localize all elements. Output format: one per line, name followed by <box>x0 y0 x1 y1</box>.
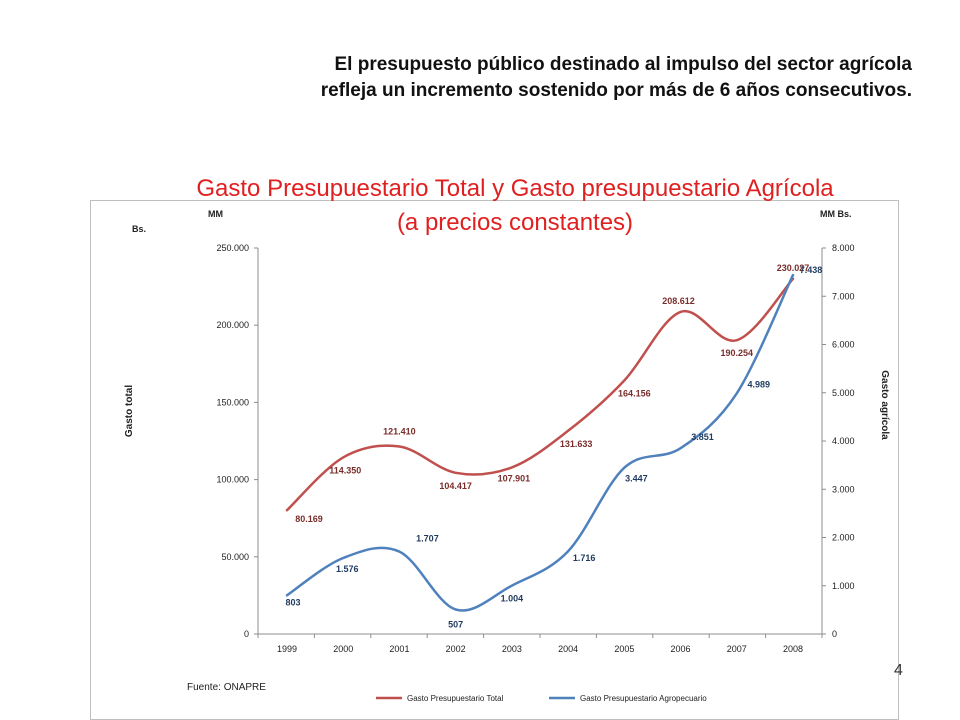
right-tick-label: 7.000 <box>832 291 855 301</box>
data-label-total: 230.027 <box>777 263 810 273</box>
legend-total-label: Gasto Presupuestario Total <box>407 694 504 703</box>
chart-title: Gasto Presupuestario Total y Gasto presu… <box>120 172 910 240</box>
left-tick-label: 150.000 <box>216 397 249 407</box>
slide-number: 4 <box>894 662 903 679</box>
data-label-agro: 1.716 <box>573 553 596 563</box>
data-label-agro: 7.438 <box>800 265 823 275</box>
x-tick-label: 2007 <box>727 644 747 654</box>
x-tick-label: 2006 <box>671 644 691 654</box>
left-axis-title: Gasto total <box>124 385 135 437</box>
left-tick-label: 100.000 <box>216 475 249 485</box>
data-label-agro: 1.707 <box>416 534 439 544</box>
chart-frame: 0 50.000 100.000 150.000 200.000 250.000 0 1.00… <box>90 200 899 720</box>
right-tick-label: 1.000 <box>832 581 855 591</box>
x-tick-label: 2008 <box>783 644 803 654</box>
data-label-agro: 4.989 <box>748 379 771 389</box>
right-tick-label: 8.000 <box>832 243 855 253</box>
left-tick-label: 200.000 <box>216 320 249 330</box>
left-tick-label: 250.000 <box>216 243 249 253</box>
headline-line-1: El presupuesto público destinado al impu… <box>334 54 912 75</box>
data-label-total: 190.254 <box>721 348 754 358</box>
chart-title-line-2: (a precios constantes) <box>396 209 634 236</box>
source-note: Fuente: ONAPRE <box>187 682 266 693</box>
headline: El presupuesto público destinado al impu… <box>120 52 912 104</box>
data-label-total: 164.156 <box>618 389 651 399</box>
left-tick-label: 50.000 <box>221 552 249 562</box>
chart-title-line-1: Gasto Presupuestario Total y Gasto presu… <box>196 175 834 202</box>
right-axis-unit: MM Bs. <box>820 209 852 219</box>
left-tick-label: 0 <box>244 629 249 639</box>
line-chart: 0 50.000 100.000 150.000 200.000 250.000 0 1.00… <box>124 209 890 703</box>
data-label-agro: 3.851 <box>691 432 714 442</box>
x-tick-label: 2005 <box>614 644 634 654</box>
data-label-agro: 3.447 <box>625 474 648 484</box>
data-label-agro: 1.576 <box>336 564 359 574</box>
x-tick-label: 1999 <box>277 644 297 654</box>
right-tick-label: 5.000 <box>832 388 855 398</box>
x-tick-label: 2000 <box>333 644 353 654</box>
left-axis-unit: MM <box>208 209 223 219</box>
left-axis-unit-sub: Bs. <box>132 224 146 234</box>
right-tick-label: 6.000 <box>832 340 855 350</box>
x-tick-label: 2002 <box>446 644 466 654</box>
x-tick-label: 2001 <box>389 644 409 654</box>
right-tick-label: 0 <box>832 629 837 639</box>
data-label-total: 107.901 <box>498 473 531 483</box>
data-label-total: 104.417 <box>439 481 472 491</box>
series-line-total <box>285 277 795 512</box>
headline-line-2: refleja un incremento sostenido por más … <box>320 80 912 101</box>
data-label-total: 208.612 <box>662 296 695 306</box>
legend-agro-label: Gasto Presupuestario Agropecuario <box>580 694 707 703</box>
data-label-agro: 1.004 <box>501 594 524 604</box>
data-label-agro: 507 <box>448 620 463 630</box>
right-axis-title: Gasto agrícola <box>879 370 890 440</box>
data-label-total: 80.169 <box>295 514 323 524</box>
right-tick-label: 4.000 <box>832 436 855 446</box>
data-label-agro: 803 <box>285 597 300 607</box>
data-label-total: 131.633 <box>560 439 593 449</box>
series-line-agro <box>285 273 795 612</box>
data-label-total: 114.350 <box>329 465 361 475</box>
data-label-total: 121.410 <box>383 427 416 437</box>
right-tick-label: 2.000 <box>832 533 855 543</box>
x-tick-label: 2004 <box>558 644 578 654</box>
x-tick-label: 2003 <box>502 644 522 654</box>
right-tick-label: 3.000 <box>832 484 855 494</box>
